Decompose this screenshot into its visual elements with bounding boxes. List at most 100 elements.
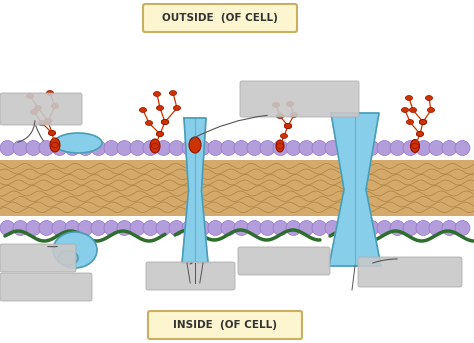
Ellipse shape bbox=[406, 119, 414, 125]
Ellipse shape bbox=[284, 123, 292, 129]
Ellipse shape bbox=[48, 131, 55, 135]
Circle shape bbox=[442, 141, 457, 155]
Ellipse shape bbox=[416, 131, 424, 137]
Ellipse shape bbox=[35, 106, 42, 110]
FancyBboxPatch shape bbox=[0, 244, 76, 272]
Circle shape bbox=[442, 221, 457, 236]
Ellipse shape bbox=[276, 114, 283, 118]
Circle shape bbox=[65, 141, 80, 155]
Circle shape bbox=[91, 141, 106, 155]
Ellipse shape bbox=[189, 137, 201, 153]
Ellipse shape bbox=[27, 94, 34, 98]
Ellipse shape bbox=[30, 109, 37, 115]
Ellipse shape bbox=[139, 107, 146, 113]
Ellipse shape bbox=[281, 133, 288, 139]
Ellipse shape bbox=[273, 103, 280, 107]
Circle shape bbox=[169, 141, 184, 155]
Ellipse shape bbox=[50, 138, 60, 152]
Circle shape bbox=[52, 221, 67, 236]
Circle shape bbox=[234, 141, 249, 155]
Polygon shape bbox=[329, 113, 381, 266]
Ellipse shape bbox=[276, 140, 284, 152]
Ellipse shape bbox=[291, 113, 298, 117]
Circle shape bbox=[299, 141, 314, 155]
Circle shape bbox=[273, 141, 288, 155]
Ellipse shape bbox=[156, 106, 164, 110]
Circle shape bbox=[130, 221, 145, 236]
Ellipse shape bbox=[405, 95, 412, 100]
Circle shape bbox=[78, 221, 93, 236]
Ellipse shape bbox=[276, 143, 283, 149]
Circle shape bbox=[156, 141, 171, 155]
Circle shape bbox=[351, 221, 366, 236]
Ellipse shape bbox=[284, 123, 292, 129]
Circle shape bbox=[364, 141, 379, 155]
Circle shape bbox=[377, 221, 392, 236]
Circle shape bbox=[26, 141, 41, 155]
Circle shape bbox=[403, 141, 418, 155]
Circle shape bbox=[338, 141, 353, 155]
Circle shape bbox=[260, 141, 275, 155]
Ellipse shape bbox=[416, 131, 424, 137]
Circle shape bbox=[65, 221, 80, 236]
Circle shape bbox=[0, 221, 15, 236]
Ellipse shape bbox=[286, 102, 293, 106]
Ellipse shape bbox=[156, 131, 164, 137]
Ellipse shape bbox=[58, 251, 78, 265]
FancyBboxPatch shape bbox=[148, 311, 302, 339]
Ellipse shape bbox=[284, 123, 292, 129]
Ellipse shape bbox=[154, 92, 161, 96]
Circle shape bbox=[390, 221, 405, 236]
Circle shape bbox=[286, 141, 301, 155]
Circle shape bbox=[429, 221, 444, 236]
Ellipse shape bbox=[150, 139, 160, 153]
Ellipse shape bbox=[51, 104, 59, 108]
Polygon shape bbox=[182, 118, 208, 263]
Circle shape bbox=[26, 221, 41, 236]
Circle shape bbox=[52, 141, 67, 155]
Circle shape bbox=[169, 221, 184, 236]
Text: OUTSIDE  (OF CELL): OUTSIDE (OF CELL) bbox=[162, 13, 278, 23]
Ellipse shape bbox=[425, 95, 433, 100]
Circle shape bbox=[104, 141, 119, 155]
Circle shape bbox=[455, 221, 470, 236]
Ellipse shape bbox=[48, 131, 55, 135]
Bar bbox=[0, 160, 474, 216]
Ellipse shape bbox=[45, 119, 52, 123]
Circle shape bbox=[221, 141, 236, 155]
Circle shape bbox=[247, 221, 262, 236]
Circle shape bbox=[143, 221, 158, 236]
Ellipse shape bbox=[54, 133, 102, 153]
Ellipse shape bbox=[410, 107, 417, 113]
FancyBboxPatch shape bbox=[358, 257, 462, 287]
Circle shape bbox=[13, 141, 28, 155]
Circle shape bbox=[39, 141, 54, 155]
Ellipse shape bbox=[419, 119, 427, 125]
Circle shape bbox=[0, 141, 15, 155]
FancyBboxPatch shape bbox=[240, 81, 359, 117]
Ellipse shape bbox=[46, 91, 54, 95]
Circle shape bbox=[429, 141, 444, 155]
Circle shape bbox=[117, 141, 132, 155]
Circle shape bbox=[195, 221, 210, 236]
Text: INSIDE  (OF CELL): INSIDE (OF CELL) bbox=[173, 320, 277, 330]
Ellipse shape bbox=[146, 120, 153, 126]
FancyBboxPatch shape bbox=[146, 262, 235, 290]
Ellipse shape bbox=[169, 91, 177, 95]
Circle shape bbox=[156, 221, 171, 236]
Circle shape bbox=[143, 141, 158, 155]
Circle shape bbox=[325, 141, 340, 155]
Circle shape bbox=[416, 221, 431, 236]
Ellipse shape bbox=[173, 106, 181, 110]
Circle shape bbox=[195, 141, 210, 155]
Circle shape bbox=[91, 221, 106, 236]
Circle shape bbox=[260, 221, 275, 236]
Ellipse shape bbox=[53, 232, 97, 268]
Circle shape bbox=[182, 141, 197, 155]
Circle shape bbox=[312, 141, 327, 155]
Circle shape bbox=[247, 141, 262, 155]
Ellipse shape bbox=[419, 119, 427, 125]
FancyBboxPatch shape bbox=[0, 93, 82, 125]
Circle shape bbox=[273, 221, 288, 236]
FancyBboxPatch shape bbox=[238, 247, 330, 275]
